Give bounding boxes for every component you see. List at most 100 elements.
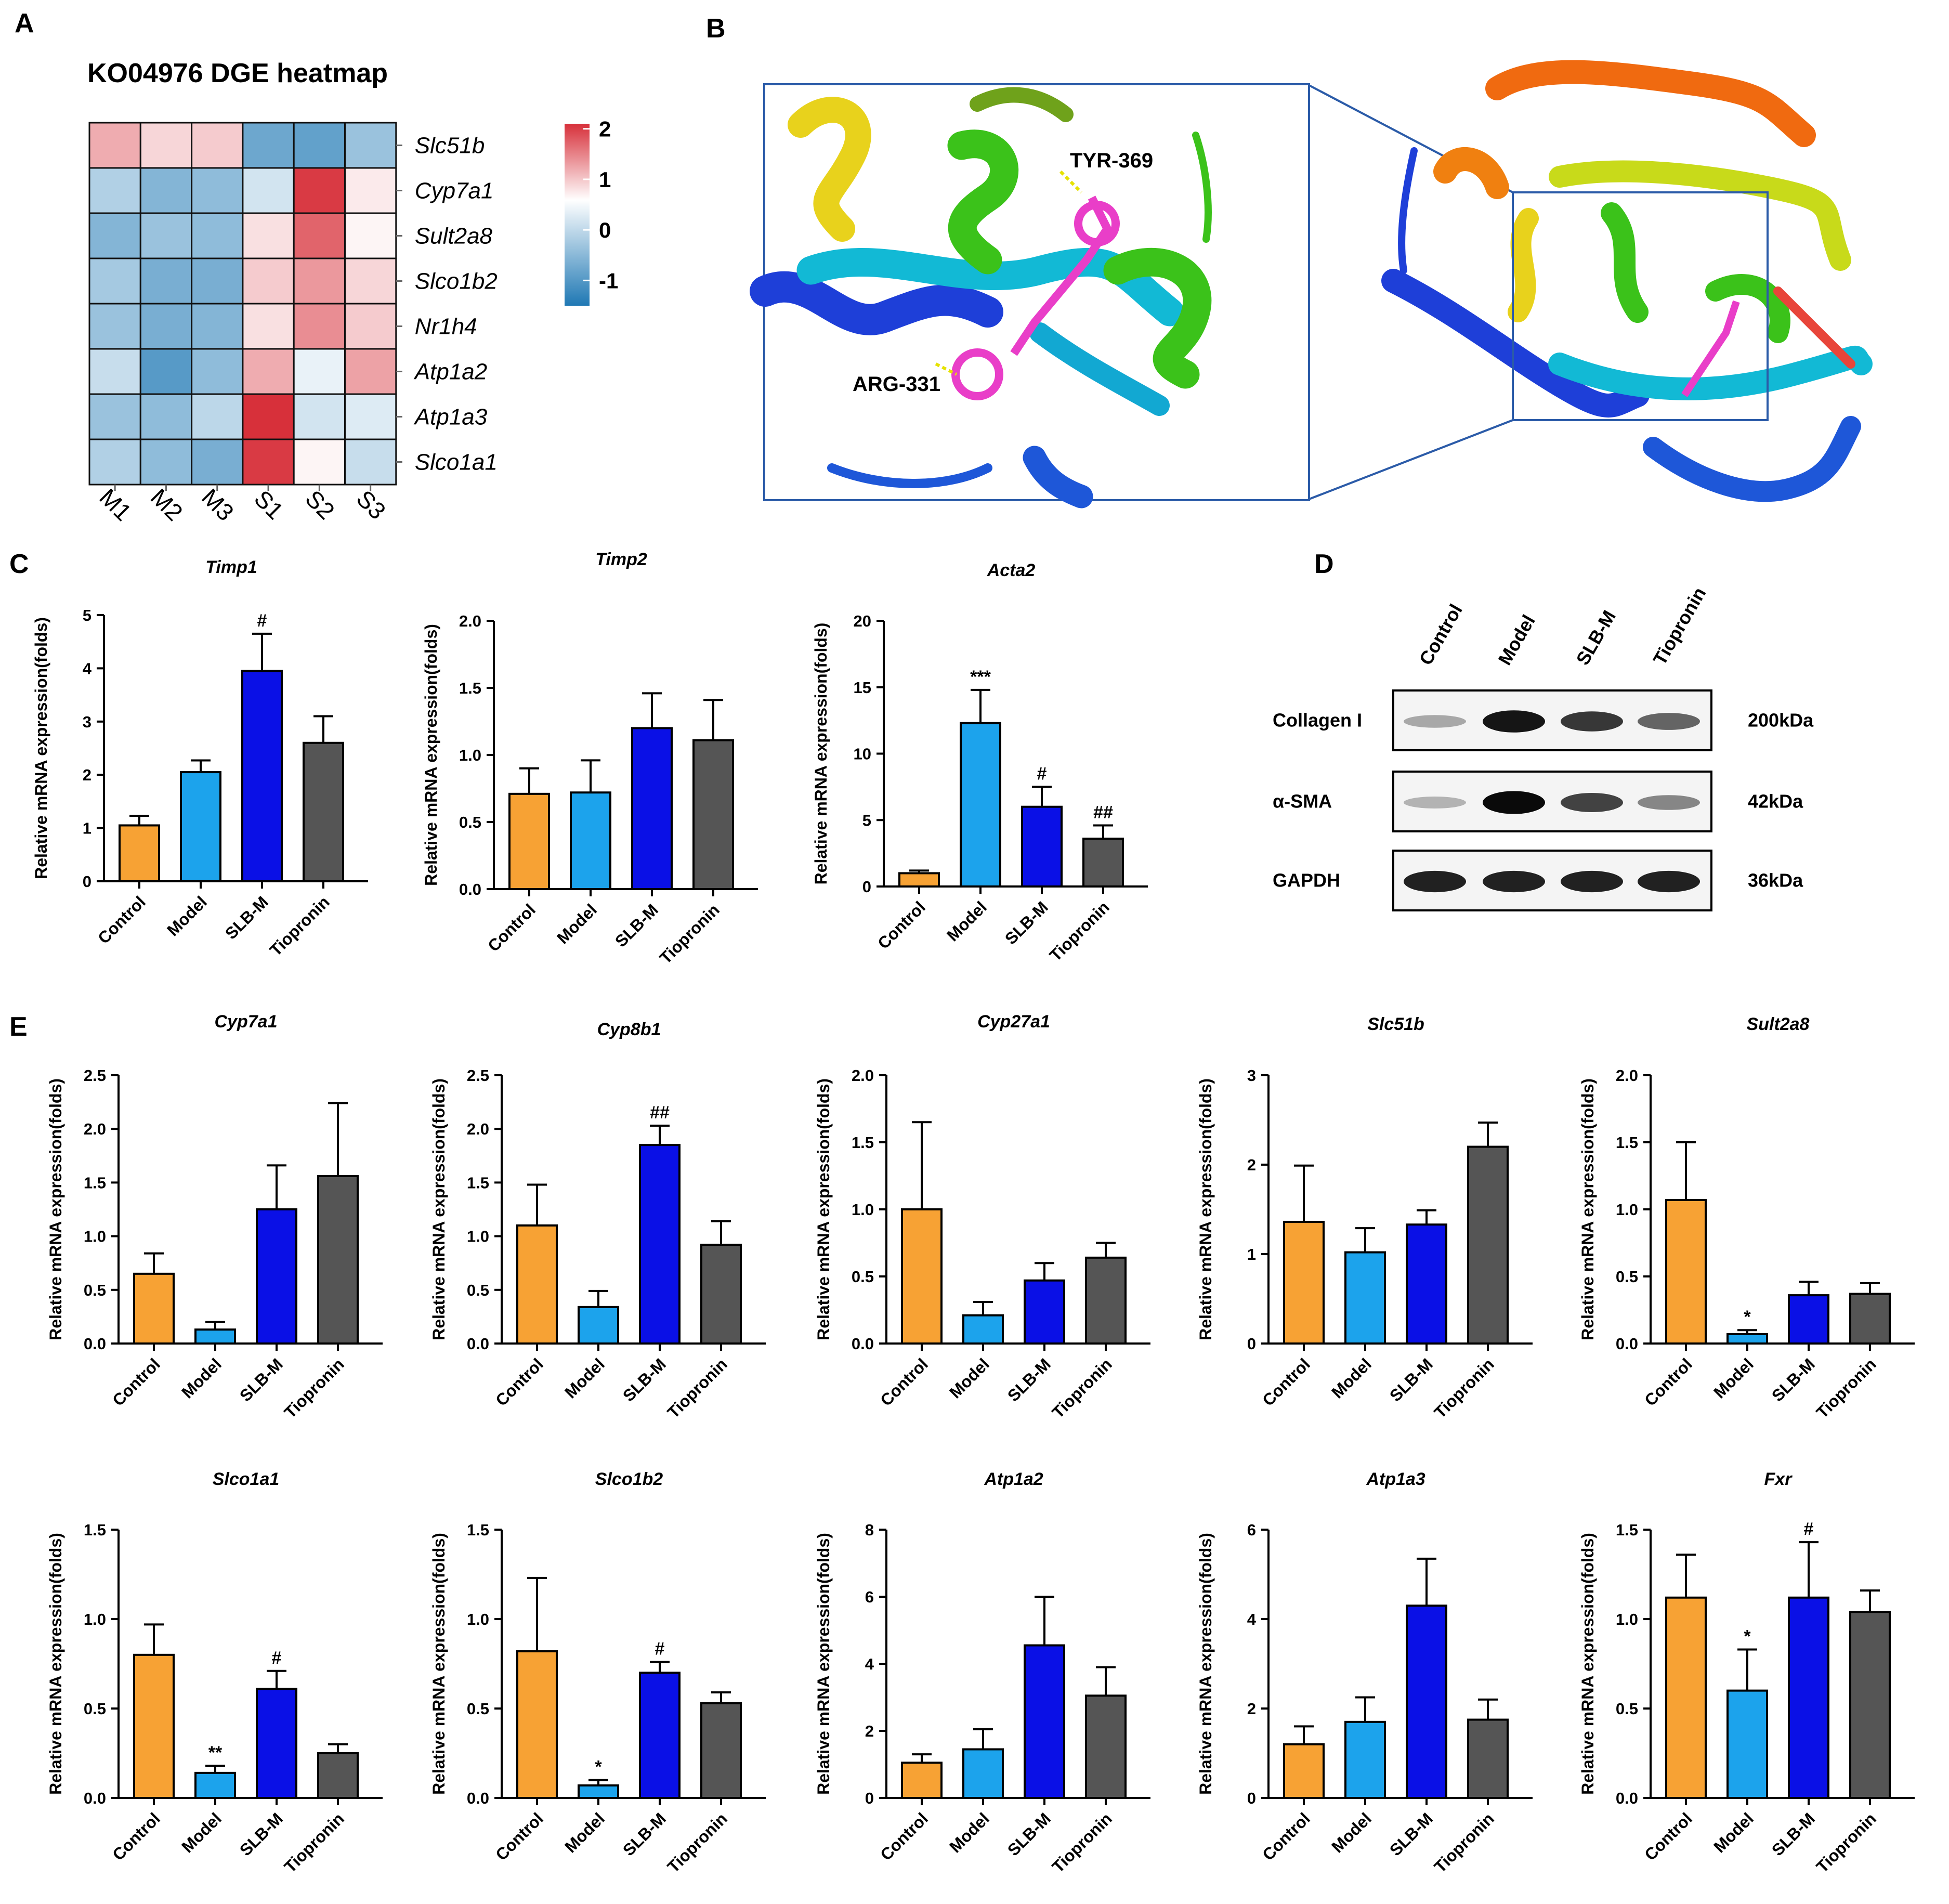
blot-band xyxy=(1638,713,1700,730)
full-protein xyxy=(1381,60,1873,502)
heatmap-cell xyxy=(191,167,244,214)
heatmap-cell xyxy=(344,212,397,259)
bar-control xyxy=(1283,1221,1325,1345)
heatmap-cell xyxy=(242,212,295,259)
x-tick-label: SLB-M xyxy=(611,900,662,950)
bar-model xyxy=(194,1328,236,1345)
bar-chart-cyp27a1: Cyp27a1 0.0 0.5 1.0 1.5 2.0 Relative mRNA expr… xyxy=(814,1012,1150,1422)
x-tick-label: Tiopronin xyxy=(664,1354,731,1422)
heatmap-legend-label: 2 xyxy=(599,117,611,141)
bar-model xyxy=(1344,1720,1386,1799)
heatmap-col-label: S3 xyxy=(351,485,391,525)
panel-label-a: A xyxy=(15,8,34,38)
significance-marker: * xyxy=(595,1757,602,1777)
blot-lane-label: Control xyxy=(1415,601,1466,669)
x-tick-label: Tiopronin xyxy=(1049,1354,1116,1422)
significance-marker: * xyxy=(1744,1307,1751,1327)
heatmap-cell xyxy=(242,122,295,169)
x-tick-label: Control xyxy=(877,1354,932,1410)
y-tick-label: 4 xyxy=(865,1655,874,1673)
y-tick-label: 2 xyxy=(83,766,91,784)
blot-protein-label: Collagen I xyxy=(1273,710,1362,731)
blot-lane-label: Tiopronin xyxy=(1649,583,1710,669)
y-tick-label: 0 xyxy=(83,872,91,891)
y-tick-label: 20 xyxy=(854,612,871,630)
heatmap-cell xyxy=(88,212,141,259)
bar-chart-atp1a3: Atp1a3 0 2 4 6 Relative mRNA expression(folds… xyxy=(1196,1469,1533,1876)
heatmap-cell xyxy=(139,303,193,350)
blot-band xyxy=(1404,870,1466,893)
x-tick-label: Control xyxy=(484,900,539,955)
y-axis-label: Relative mRNA expression(folds) xyxy=(1578,1078,1597,1340)
y-tick-label: 0.0 xyxy=(467,1789,489,1807)
y-tick-label: 5 xyxy=(83,606,91,624)
significance-marker: # xyxy=(655,1639,665,1659)
chart-title: Acta2 xyxy=(987,560,1036,580)
heatmap-cell xyxy=(191,393,244,440)
x-tick-label: Control xyxy=(874,897,929,953)
blot-band xyxy=(1483,870,1545,893)
y-tick-label: 3 xyxy=(1247,1066,1256,1085)
heatmap-cell xyxy=(88,393,141,440)
bar-slb-m xyxy=(241,670,283,883)
y-tick-label: 10 xyxy=(854,745,871,763)
x-tick-label: Control xyxy=(1641,1354,1696,1410)
bar-control xyxy=(516,1650,558,1799)
y-tick-label: 0.0 xyxy=(84,1335,106,1353)
y-tick-label: 0.5 xyxy=(84,1281,106,1299)
y-tick-label: 1.5 xyxy=(467,1521,489,1539)
x-tick-label: Tiopronin xyxy=(1049,1809,1116,1876)
blot-protein-label: α-SMA xyxy=(1273,791,1332,812)
x-tick-label: SLB-M xyxy=(619,1354,670,1405)
y-tick-label: 2.0 xyxy=(1616,1066,1638,1085)
heatmap-row-label: Nr1h4 xyxy=(415,314,477,340)
chart-title: Cyp8b1 xyxy=(597,1020,661,1039)
heatmap-cell xyxy=(88,122,141,169)
heatmap-cell xyxy=(191,303,244,350)
x-tick-label: Model xyxy=(946,1354,993,1402)
heatmap-cell xyxy=(344,393,397,440)
y-tick-label: 1.0 xyxy=(467,1228,489,1246)
bar-model xyxy=(180,771,221,882)
y-tick-label: 5 xyxy=(862,811,871,829)
x-tick-label: Model xyxy=(1710,1809,1757,1856)
x-tick-label: SLB-M xyxy=(236,1809,286,1859)
y-tick-label: 1.0 xyxy=(459,746,481,764)
x-tick-label: SLB-M xyxy=(1004,1354,1054,1405)
bar-slb-m xyxy=(1788,1596,1829,1799)
significance-marker: *** xyxy=(970,667,991,687)
bar-chart-slco1a1: Slco1a1 0.0 0.5 1.0 1.5 Relative mRNA express… xyxy=(46,1469,383,1876)
heatmap-col-label: S1 xyxy=(249,485,289,525)
panel-label-e: E xyxy=(9,1012,28,1042)
x-tick-label: Tiopronin xyxy=(281,1809,348,1876)
heatmap-cell xyxy=(88,303,141,350)
blot-band xyxy=(1561,870,1623,893)
y-tick-label: 0.0 xyxy=(84,1789,106,1807)
x-tick-label: Tiopronin xyxy=(266,892,333,959)
bar-slb-m xyxy=(1406,1223,1447,1345)
heatmap-cell xyxy=(139,438,193,486)
y-tick-label: 0 xyxy=(1247,1789,1256,1807)
y-axis-label: Relative mRNA expression(folds) xyxy=(429,1078,448,1340)
bar-chart-sult2a8: Sult2a8 0.0 0.5 1.0 1.5 2.0 Relative mRNA expr… xyxy=(1578,1014,1915,1422)
bar-model xyxy=(1726,1689,1768,1799)
y-tick-label: 1.0 xyxy=(84,1228,106,1246)
docking-illustration: TYR-369 ARG-331 xyxy=(750,60,1873,508)
blot-size-label: 200kDa xyxy=(1748,710,1814,731)
bar-control xyxy=(508,792,550,890)
x-tick-label: SLB-M xyxy=(1768,1809,1819,1859)
y-tick-label: 1.0 xyxy=(84,1610,106,1628)
y-tick-label: 8 xyxy=(865,1521,874,1539)
chart-title: Cyp7a1 xyxy=(215,1012,278,1032)
y-tick-label: 0 xyxy=(865,1789,874,1807)
significance-marker: ## xyxy=(650,1103,670,1123)
chart-title: Cyp27a1 xyxy=(977,1012,1050,1032)
y-tick-label: 0.0 xyxy=(1616,1335,1638,1353)
y-tick-label: 1.5 xyxy=(1616,1521,1638,1539)
heatmap-cell xyxy=(191,438,244,486)
x-tick-label: Model xyxy=(1710,1354,1757,1402)
x-tick-label: Tiopronin xyxy=(1813,1354,1880,1422)
heatmap-cell xyxy=(88,348,141,395)
y-tick-label: 1 xyxy=(83,819,91,838)
heatmap-cell xyxy=(242,167,295,214)
